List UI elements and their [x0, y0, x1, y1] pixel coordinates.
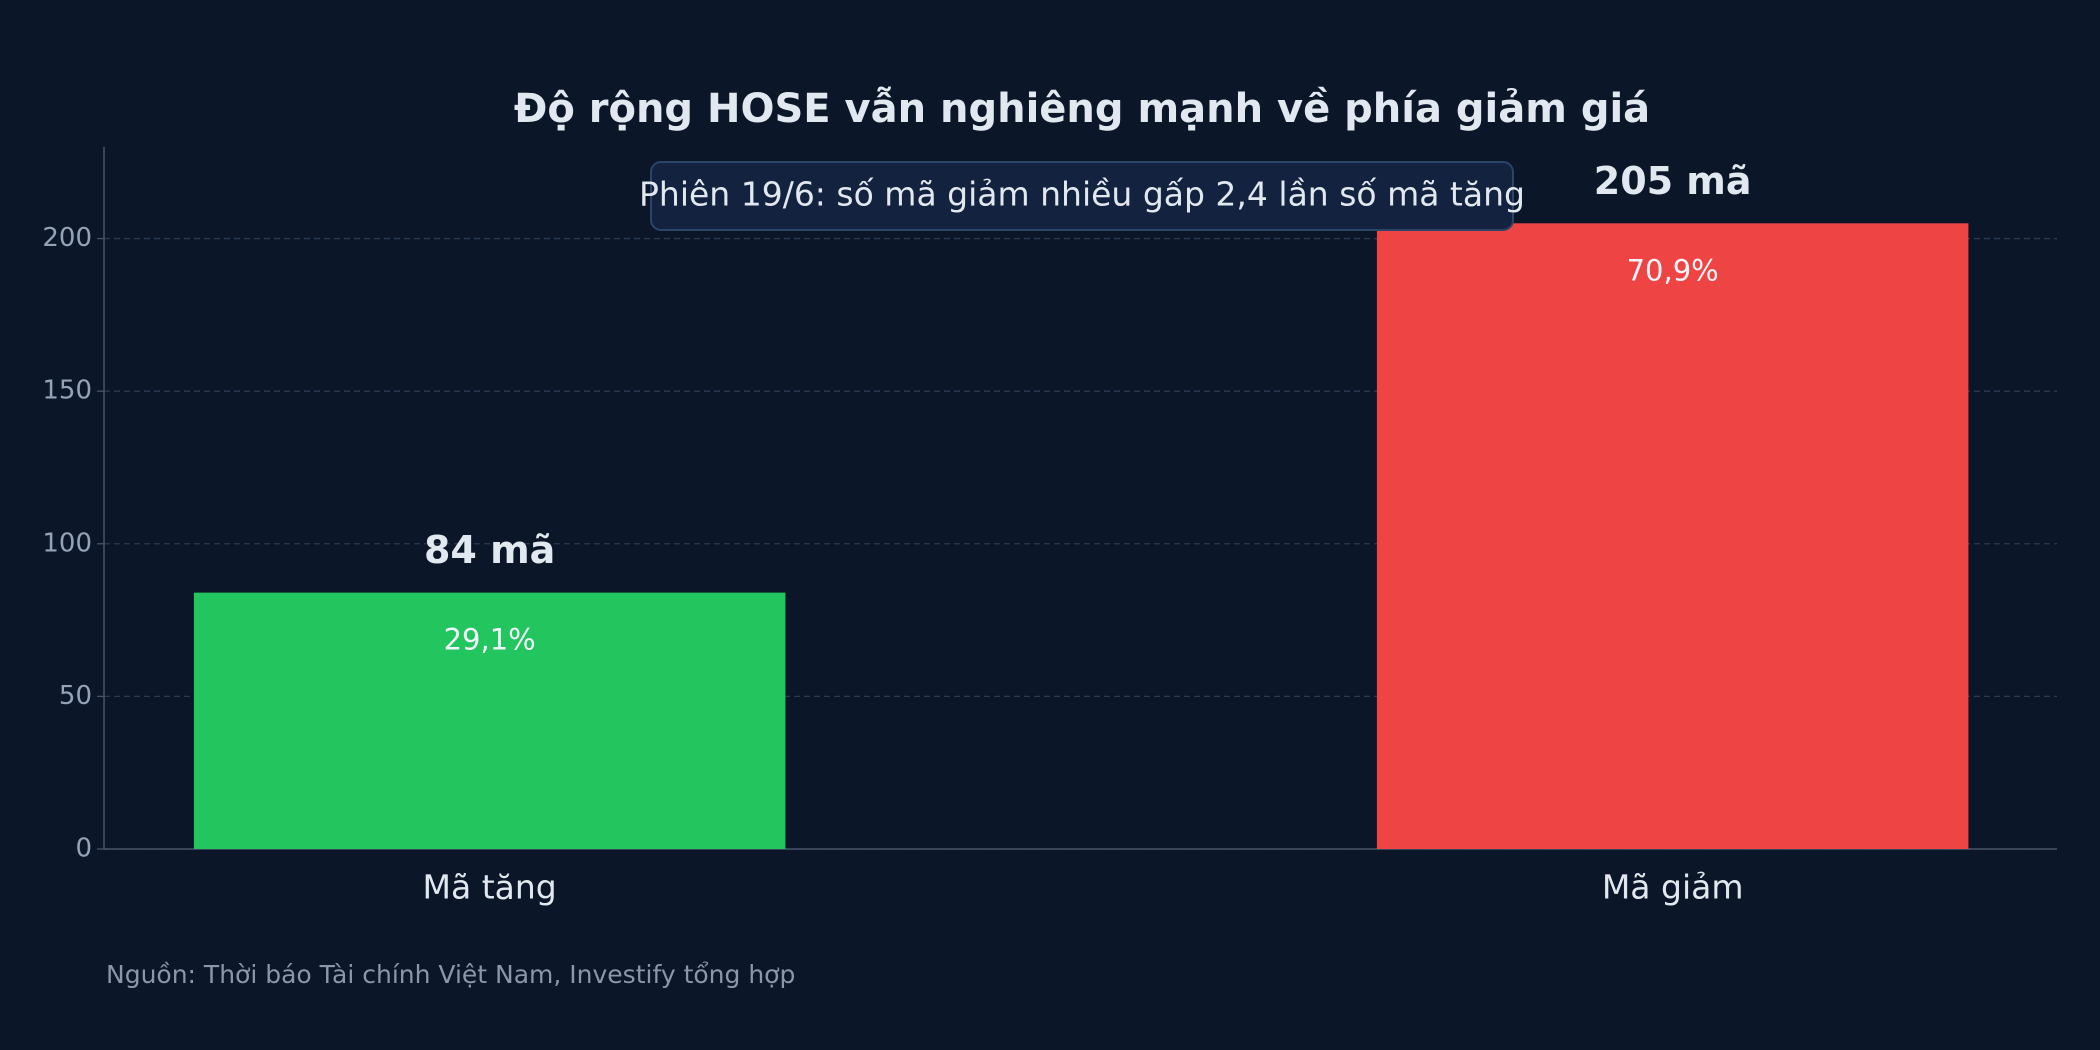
y-tick-label: 150 — [42, 376, 92, 406]
bar — [193, 592, 786, 849]
annotation: Phiên 19/6: số mã giảm nhiều gấp 2,4 lần… — [639, 175, 1525, 214]
x-tick-label: Mã giảm — [1602, 868, 1744, 907]
x-tick-label: Mã tăng — [423, 868, 557, 907]
share-label: 29,1% — [444, 623, 536, 657]
y-tick-label: 0 — [75, 834, 92, 864]
annotation-box — [650, 161, 1514, 231]
y-tick-label: 100 — [42, 528, 92, 558]
bar — [1376, 223, 1969, 850]
source-note: Nguồn: Thời báo Tài chính Việt Nam, Inve… — [106, 960, 795, 989]
y-tick-label: 200 — [42, 223, 92, 253]
chart-title: Độ rộng HOSE vẫn nghiêng mạnh về phía gi… — [514, 86, 1650, 132]
value-label: 205 mã — [1594, 159, 1752, 203]
value-label: 84 mã — [424, 528, 555, 572]
y-tick-label: 50 — [59, 681, 92, 711]
share-label: 70,9% — [1627, 253, 1719, 287]
